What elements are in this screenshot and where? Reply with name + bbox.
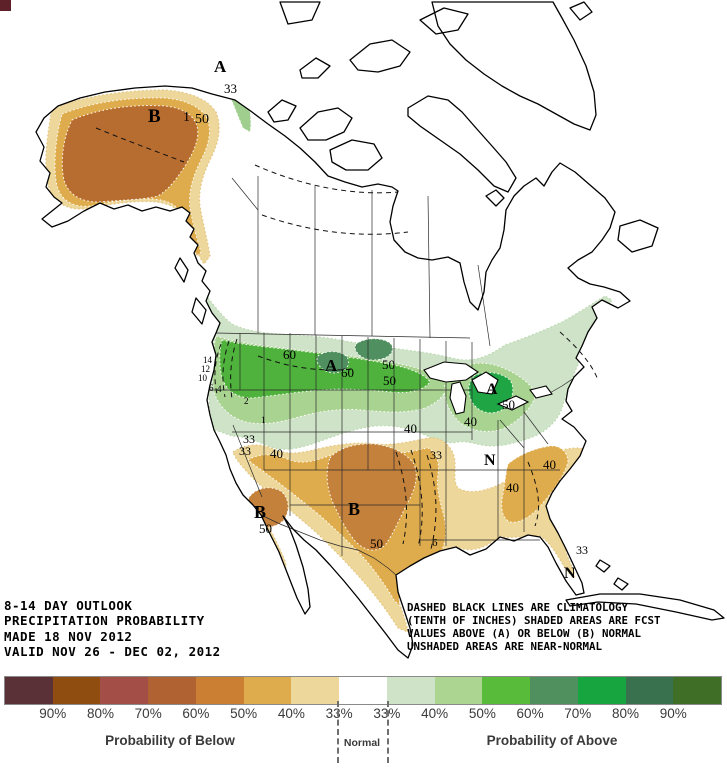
legend-labels: 90% 80% 70% 60% 50% 40% 33% 33% 40% 50% 60% 70% 80% 9… bbox=[0, 706, 727, 724]
note-line-1: DASHED BLACK LINES ARE CLIMATOLOGY bbox=[407, 601, 629, 614]
map-label-B: B bbox=[148, 106, 161, 127]
map-label-40: 40 bbox=[464, 414, 477, 429]
great-lakes bbox=[423, 361, 553, 415]
map-label-14: 14 bbox=[203, 355, 213, 365]
title-line-made: MADE 18 NOV 2012 bbox=[4, 628, 133, 644]
forecast-shading bbox=[45, 86, 613, 633]
title-line-outlook: 8-14 DAY OUTLOOK bbox=[4, 598, 133, 613]
caption-probability-below: Probability of Below bbox=[105, 733, 235, 748]
legend-cell-3 bbox=[148, 677, 196, 704]
title-line-parameter: PRECIPITATION PROBABILITY bbox=[4, 613, 205, 629]
corner-mark bbox=[0, 0, 11, 11]
legend-value-40%: 40% bbox=[277, 706, 305, 721]
region-ak-below-50 bbox=[61, 105, 199, 203]
caption-normal: Normal bbox=[343, 737, 381, 749]
note-block: DASHED BLACK LINES ARE CLIMATOLOGY (TENT… bbox=[407, 601, 727, 653]
map-label-60: 60 bbox=[341, 365, 354, 380]
legend-value-50%: 50% bbox=[468, 706, 496, 721]
map-label-40: 40 bbox=[404, 421, 417, 436]
caption-probability-above: Probability of Above bbox=[486, 733, 618, 748]
legend-cell-11 bbox=[530, 677, 578, 704]
legend-bar bbox=[4, 676, 722, 705]
map-label-2: 2 bbox=[244, 396, 249, 406]
legend-cell-4 bbox=[195, 677, 244, 704]
map-label-33: 33 bbox=[243, 432, 255, 446]
legend-value-70%: 70% bbox=[564, 706, 592, 721]
map-label-N: N bbox=[564, 565, 576, 582]
note-line-2: (TENTH OF INCHES) SHADED AREAS ARE FCST bbox=[407, 614, 661, 627]
region-below-50-east bbox=[326, 443, 417, 551]
map-label-33: 33 bbox=[576, 543, 588, 557]
legend-value-70%: 70% bbox=[134, 706, 162, 721]
map-label-A: A bbox=[214, 57, 227, 76]
legend-cell-14 bbox=[673, 677, 722, 704]
legend-cell-5 bbox=[243, 677, 292, 704]
legend-cell-0 bbox=[5, 677, 53, 704]
map-label-33: 33 bbox=[224, 81, 237, 96]
map-label-60: 60 bbox=[283, 347, 296, 362]
legend-value-80%: 80% bbox=[86, 706, 114, 721]
legend-cell-13 bbox=[625, 677, 674, 704]
legend-cell-2 bbox=[100, 677, 149, 704]
map-label-A: A bbox=[486, 381, 498, 398]
title-line-valid: VALID NOV 26 - DEC 02, 2012 bbox=[4, 644, 221, 660]
map-label-10: 10 bbox=[198, 373, 208, 383]
region-above-60-blob-east bbox=[354, 338, 393, 361]
map-label-40: 40 bbox=[543, 457, 556, 472]
map-label-B: B bbox=[348, 499, 360, 519]
map-label-12: 12 bbox=[201, 364, 210, 374]
normal-separator-right bbox=[387, 701, 389, 763]
legend-value-60%: 60% bbox=[516, 706, 544, 721]
legend-cell-7 bbox=[339, 677, 387, 704]
map-label-33: 33 bbox=[430, 448, 442, 462]
region-below-40-southeast bbox=[501, 445, 569, 523]
map-label-6: 6 bbox=[432, 537, 438, 549]
legend-value-90%: 90% bbox=[39, 706, 67, 721]
note-line-4: UNSHADED AREAS ARE NEAR-NORMAL bbox=[407, 640, 603, 653]
legend-value-33%: 33% bbox=[373, 706, 401, 721]
title-block: 8-14 DAY OUTLOOK PRECIPITATION PROBABILI… bbox=[4, 598, 221, 660]
legend-cell-8 bbox=[386, 677, 435, 704]
map-label-50: 50 bbox=[259, 521, 272, 536]
climatology-dashed-lines bbox=[95, 127, 599, 550]
map-label-4: 4 bbox=[217, 384, 222, 394]
map-label-40: 40 bbox=[506, 480, 519, 495]
map-label-N: N bbox=[484, 452, 496, 469]
legend-value-60%: 60% bbox=[182, 706, 210, 721]
legend-value-50%: 50% bbox=[230, 706, 258, 721]
legend-value-90%: 90% bbox=[659, 706, 687, 721]
legend-cell-1 bbox=[52, 677, 101, 704]
map-label-50: 50 bbox=[502, 397, 515, 412]
legend-value-80%: 80% bbox=[612, 706, 640, 721]
note-line-3: VALUES ABOVE (A) OR BELOW (B) NORMAL bbox=[407, 627, 642, 640]
region-above-60-blob-west bbox=[316, 351, 350, 374]
normal-separator-left bbox=[337, 701, 339, 763]
map-label-50: 50 bbox=[195, 112, 209, 127]
map-label-50: 50 bbox=[370, 536, 383, 551]
map-label-A: A bbox=[325, 356, 338, 375]
map-label-1: 1 bbox=[261, 415, 266, 425]
legend-cell-9 bbox=[434, 677, 483, 704]
map-label-33: 33 bbox=[239, 444, 251, 458]
map-label-50: 50 bbox=[383, 373, 396, 388]
legend-value-33%: 33% bbox=[325, 706, 353, 721]
map-label-1: 1 bbox=[183, 110, 190, 125]
legend-cell-6 bbox=[291, 677, 340, 704]
legend-cell-10 bbox=[482, 677, 531, 704]
map-label-40: 40 bbox=[270, 446, 283, 461]
map-label-B: B bbox=[254, 502, 266, 522]
map-label-50: 50 bbox=[382, 357, 395, 372]
political-borders bbox=[209, 176, 575, 576]
map-label-6: 6 bbox=[209, 383, 214, 393]
legend-value-40%: 40% bbox=[421, 706, 449, 721]
coastlines bbox=[35, 1, 725, 659]
legend-cell-12 bbox=[577, 677, 626, 704]
